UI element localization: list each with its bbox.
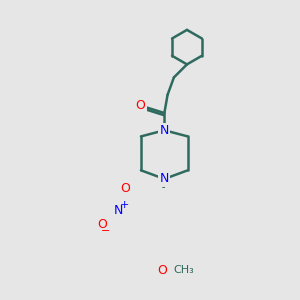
Text: O: O <box>135 98 145 112</box>
Text: CH₃: CH₃ <box>173 265 194 275</box>
Text: O: O <box>158 264 167 277</box>
Text: N: N <box>160 172 169 185</box>
Text: +: + <box>120 200 129 210</box>
Text: O: O <box>120 182 130 195</box>
Text: N: N <box>114 204 124 217</box>
Text: O: O <box>97 218 107 231</box>
Text: −: − <box>100 226 110 236</box>
Text: N: N <box>160 124 169 137</box>
